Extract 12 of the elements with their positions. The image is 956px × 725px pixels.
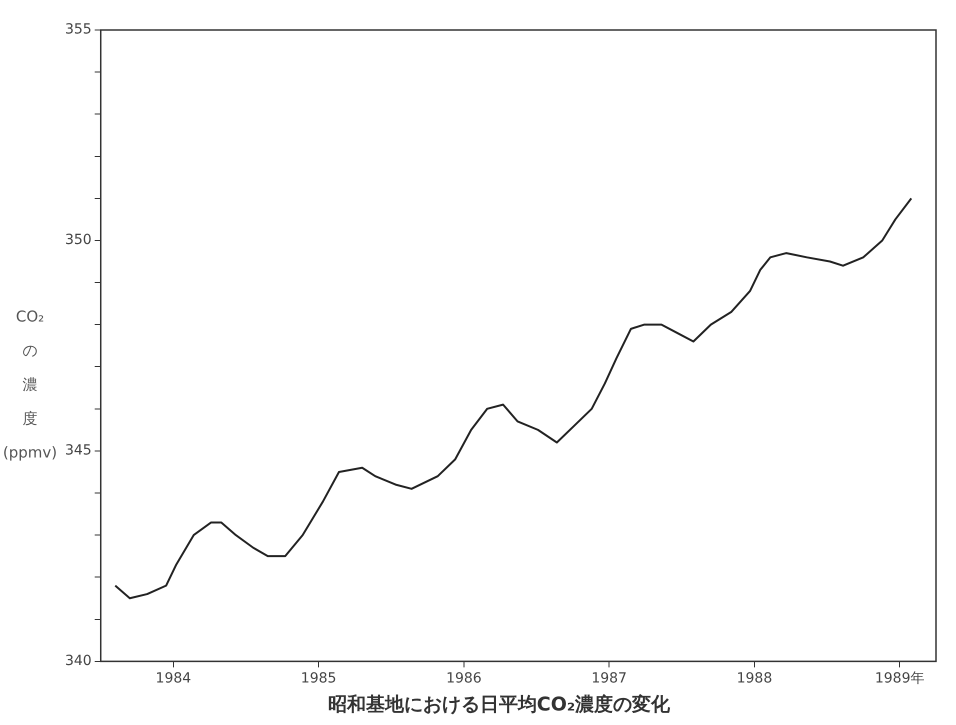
x-tick-label: 1986	[446, 670, 482, 686]
y-axis-title: CO₂の濃度(ppmv)	[2, 308, 58, 462]
x-tick-label: 1985	[300, 670, 336, 686]
x-tick-label: 1989年	[874, 670, 925, 686]
x-tick-label: 1984	[156, 670, 192, 686]
y-tick-label: 345	[64, 442, 92, 459]
y-tick-label: 340	[64, 653, 92, 670]
y-tick-label: 355	[64, 22, 92, 38]
text: 昭和基地における日平均CO₂濃度の変化	[328, 694, 672, 716]
x-tick-label: 1987	[591, 670, 627, 686]
x-tick-label: 1988	[736, 670, 772, 686]
y-tick-label: 350	[64, 232, 92, 248]
